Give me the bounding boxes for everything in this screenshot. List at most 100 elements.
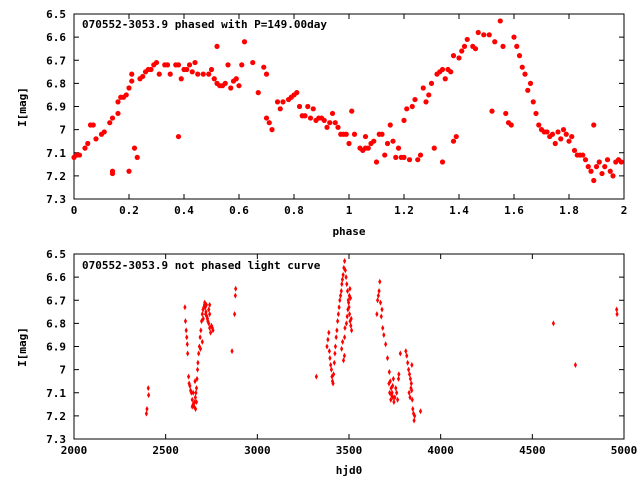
data-point bbox=[398, 350, 402, 357]
data-point bbox=[90, 122, 96, 128]
data-point bbox=[274, 99, 281, 105]
data-point bbox=[406, 359, 410, 366]
chart-title: 070552-3053.9 phased with P=149.00day bbox=[82, 18, 327, 31]
data-point bbox=[378, 299, 383, 306]
data-point bbox=[450, 138, 457, 144]
data-point bbox=[453, 133, 459, 140]
data-point bbox=[184, 327, 188, 334]
data-point bbox=[511, 34, 517, 40]
y-tick-label: 7.2 bbox=[46, 170, 66, 183]
data-point bbox=[492, 39, 498, 45]
data-point bbox=[255, 90, 261, 96]
data-point bbox=[395, 145, 402, 151]
y-axis-label: I[mag] bbox=[16, 327, 29, 367]
data-point bbox=[175, 62, 182, 68]
data-point bbox=[346, 140, 352, 147]
data-point bbox=[544, 129, 550, 135]
data-point bbox=[205, 315, 210, 322]
data-point bbox=[234, 285, 238, 292]
data-point bbox=[332, 120, 338, 126]
data-point bbox=[397, 371, 401, 378]
data-point bbox=[76, 152, 83, 158]
data-point bbox=[345, 281, 349, 288]
data-point bbox=[178, 76, 184, 82]
unphased-light-curve-panel: 070552-3053.9 not phased light curve hjd… bbox=[16, 248, 637, 477]
data-point bbox=[153, 59, 160, 66]
x-tick-label: 4000 bbox=[427, 444, 454, 457]
data-point bbox=[407, 371, 412, 378]
data-point bbox=[326, 336, 330, 343]
x-tick-label: 0.6 bbox=[229, 204, 249, 217]
data-point bbox=[340, 345, 344, 352]
data-point bbox=[442, 76, 448, 82]
x-tick-label: 0.4 bbox=[174, 204, 194, 217]
data-point bbox=[439, 159, 446, 165]
data-point bbox=[199, 327, 203, 334]
data-point bbox=[343, 267, 347, 274]
data-point bbox=[596, 159, 602, 165]
data-point bbox=[333, 343, 338, 350]
data-point bbox=[327, 329, 331, 336]
data-point bbox=[336, 318, 340, 325]
data-point bbox=[382, 152, 388, 158]
data-point bbox=[346, 306, 350, 313]
data-point bbox=[558, 136, 564, 142]
data-point bbox=[201, 315, 205, 322]
data-point bbox=[384, 341, 388, 348]
data-point bbox=[208, 301, 212, 308]
data-point bbox=[196, 359, 200, 366]
data-point bbox=[389, 385, 393, 392]
data-point bbox=[266, 120, 272, 126]
data-point bbox=[189, 389, 193, 396]
data-point bbox=[373, 159, 380, 165]
data-point bbox=[381, 325, 385, 331]
y-tick-label: 6.8 bbox=[46, 317, 66, 330]
data-point bbox=[263, 115, 270, 121]
data-point bbox=[334, 334, 338, 341]
data-point bbox=[426, 92, 432, 98]
y-tick-label: 7.1 bbox=[46, 387, 66, 400]
data-point bbox=[332, 359, 336, 366]
x-tick-label: 2500 bbox=[152, 444, 179, 457]
x-axis-label: phase bbox=[332, 225, 365, 238]
data-point bbox=[294, 90, 300, 96]
data-point bbox=[411, 405, 415, 412]
data-point bbox=[566, 138, 572, 144]
data-point bbox=[335, 124, 341, 130]
data-point bbox=[448, 69, 454, 75]
data-point bbox=[503, 110, 509, 117]
data-point bbox=[329, 110, 336, 117]
data-point bbox=[183, 318, 188, 325]
data-point bbox=[410, 362, 414, 368]
y-tick-label: 7.1 bbox=[46, 147, 66, 160]
data-point bbox=[204, 311, 208, 318]
data-point bbox=[591, 177, 597, 184]
data-point bbox=[464, 36, 470, 43]
data-point bbox=[325, 343, 329, 350]
data-point bbox=[348, 285, 352, 292]
data-point bbox=[314, 373, 318, 380]
data-point bbox=[428, 80, 435, 86]
data-point bbox=[204, 301, 208, 308]
data-point bbox=[115, 99, 121, 105]
data-point bbox=[417, 152, 424, 158]
data-point bbox=[349, 108, 355, 114]
x-tick-label: 2 bbox=[621, 204, 628, 217]
data-point bbox=[347, 292, 351, 299]
data-point bbox=[241, 39, 248, 45]
x-tick-label: 5000 bbox=[611, 444, 638, 457]
data-point bbox=[404, 106, 410, 112]
data-point bbox=[560, 127, 567, 133]
x-axis-label: hjd0 bbox=[336, 464, 363, 477]
data-point bbox=[186, 62, 193, 68]
data-point bbox=[230, 348, 234, 355]
data-point bbox=[228, 85, 234, 91]
data-point bbox=[327, 120, 333, 126]
data-point bbox=[193, 405, 198, 412]
data-point bbox=[200, 71, 206, 77]
data-point bbox=[156, 71, 162, 77]
data-point bbox=[343, 325, 347, 331]
y-tick-label: 7.3 bbox=[46, 433, 66, 446]
data-point bbox=[439, 66, 446, 73]
data-point bbox=[193, 378, 197, 385]
